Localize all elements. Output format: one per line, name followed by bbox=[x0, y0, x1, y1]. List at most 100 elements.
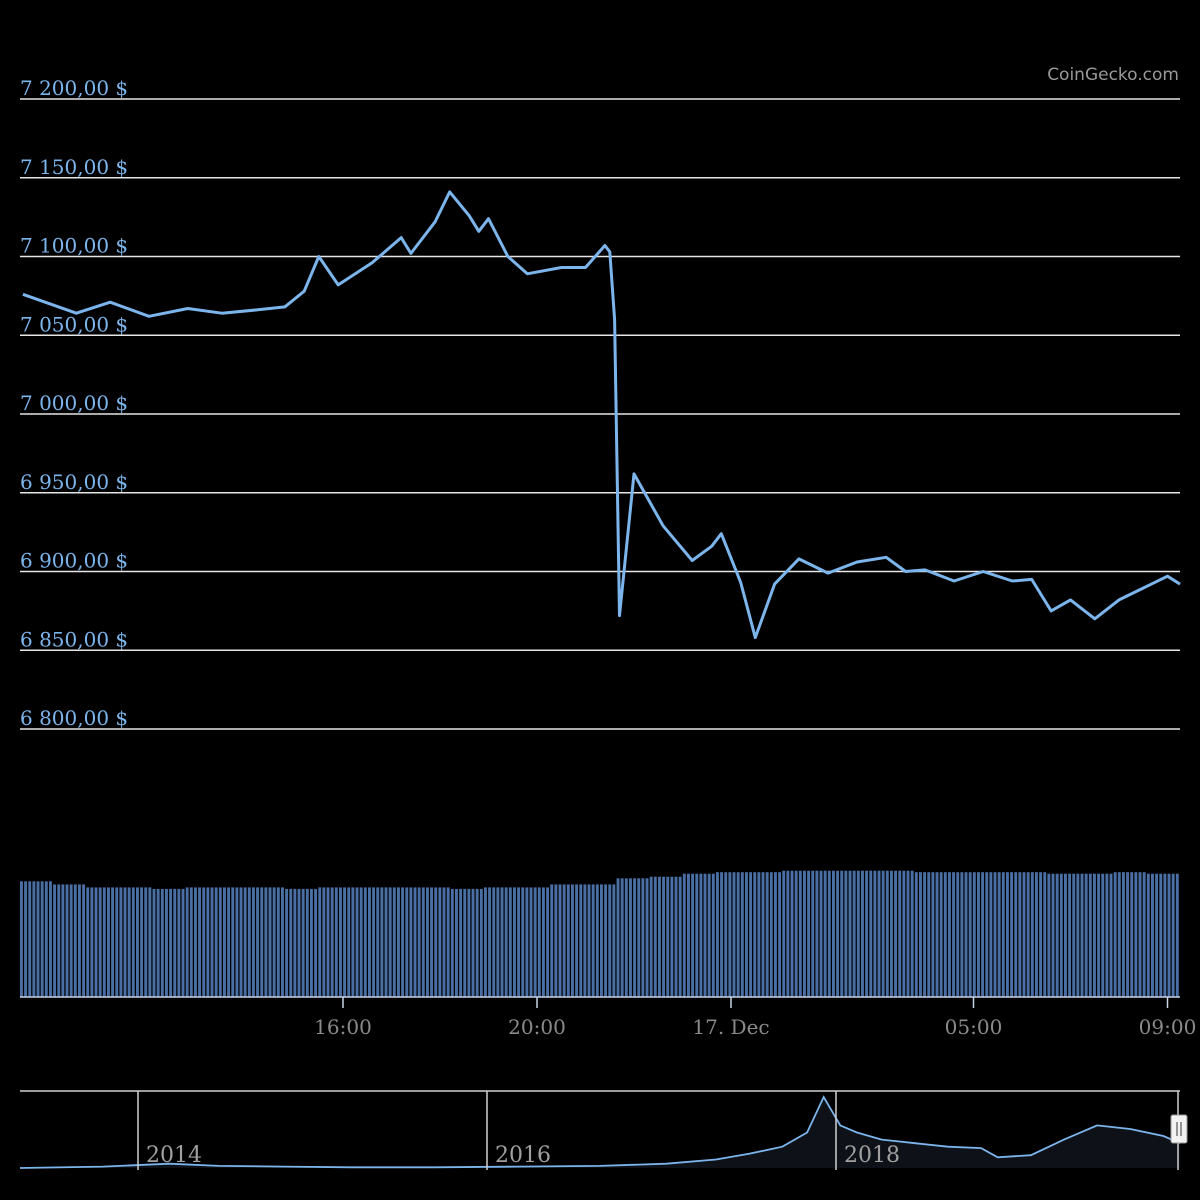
volume-bar bbox=[479, 888, 483, 997]
volume-bar bbox=[1151, 873, 1154, 997]
credits-link[interactable]: CoinGecko.com bbox=[1047, 65, 1179, 85]
volume-bar bbox=[397, 887, 400, 997]
volume-bar bbox=[1097, 873, 1101, 997]
volume-bar bbox=[844, 870, 848, 997]
volume-bar bbox=[1026, 872, 1030, 997]
volume-bar bbox=[740, 872, 744, 997]
volume-bar bbox=[798, 870, 802, 997]
volume-bar bbox=[1117, 872, 1121, 997]
volume-bar bbox=[1055, 873, 1059, 997]
volume-bar bbox=[438, 887, 442, 997]
x-tick-label: 05:00 bbox=[945, 1015, 1003, 1039]
volume-bar bbox=[724, 872, 728, 997]
volume-bar bbox=[1130, 872, 1134, 997]
volume-bar bbox=[392, 887, 396, 997]
volume-bar bbox=[326, 887, 330, 997]
navigator-handle[interactable] bbox=[1170, 1114, 1188, 1144]
volume-bar bbox=[281, 887, 284, 997]
volume-bar bbox=[885, 870, 889, 997]
volume-bar bbox=[716, 872, 719, 997]
volume-bar bbox=[144, 887, 148, 997]
volume-bar bbox=[1113, 872, 1117, 997]
volume-bar bbox=[413, 887, 417, 997]
volume-bar bbox=[463, 888, 467, 997]
volume-bar bbox=[877, 870, 881, 997]
volume-bar bbox=[297, 888, 301, 997]
volume-bar bbox=[98, 887, 102, 997]
volume-bar bbox=[682, 873, 686, 997]
volume-bar bbox=[343, 887, 347, 997]
volume-bar bbox=[1105, 873, 1109, 997]
volume-bar bbox=[223, 887, 226, 997]
volume-bar bbox=[368, 887, 371, 997]
volume-bar bbox=[1142, 872, 1146, 997]
volume-bar bbox=[165, 888, 168, 997]
volume-bar bbox=[1064, 873, 1067, 997]
volume-bar bbox=[322, 887, 326, 997]
navigator[interactable]: 2014 2016 2018 bbox=[19, 1090, 1188, 1171]
volume-bar bbox=[372, 887, 376, 997]
volume-bar bbox=[214, 887, 218, 997]
volume-bar bbox=[745, 872, 748, 997]
volume-bar bbox=[156, 888, 160, 997]
volume-bar bbox=[633, 878, 637, 997]
volume-bar bbox=[1035, 872, 1038, 997]
volume-bar bbox=[761, 872, 765, 997]
volume-bar bbox=[894, 870, 898, 997]
volume-bar bbox=[1059, 873, 1063, 997]
volume-bar bbox=[409, 887, 413, 997]
volume-bar bbox=[314, 888, 318, 997]
volume-bar bbox=[1010, 872, 1014, 997]
volume-bar bbox=[194, 887, 197, 997]
volume-bar bbox=[595, 884, 599, 997]
y-axis-labels: 7 200,00 $ 7 150,00 $ 7 100,00 $ 7 050,00 $… bbox=[20, 76, 128, 730]
volume-bar bbox=[1167, 873, 1171, 997]
volume-bar bbox=[591, 884, 595, 997]
y-tick-label: 7 150,00 $ bbox=[20, 155, 128, 179]
volume-bar bbox=[931, 872, 935, 997]
navigator-handle-grip[interactable] bbox=[1170, 1114, 1188, 1144]
volume-bar bbox=[434, 887, 438, 997]
volume-bar bbox=[707, 873, 711, 997]
volume-bar bbox=[823, 870, 827, 997]
volume-bar bbox=[500, 887, 504, 997]
volume-bar bbox=[1109, 873, 1113, 997]
volume-bar bbox=[533, 887, 537, 997]
volume-bar bbox=[881, 870, 885, 997]
volume-bar bbox=[363, 887, 367, 997]
volume-bar bbox=[972, 872, 976, 997]
volume-bar bbox=[629, 878, 632, 997]
volume-bar bbox=[339, 887, 342, 997]
volume-bar bbox=[119, 887, 123, 997]
volume-bar bbox=[173, 888, 177, 997]
volume-bar bbox=[778, 872, 782, 997]
volume-bar bbox=[658, 876, 661, 997]
volume-bar bbox=[1068, 873, 1072, 997]
volume-bar bbox=[1134, 872, 1138, 997]
volume-bar bbox=[1159, 873, 1163, 997]
volume-bar bbox=[508, 887, 512, 997]
volume-bar bbox=[566, 884, 570, 997]
volume-bar bbox=[960, 872, 964, 997]
volume-bar bbox=[450, 888, 454, 997]
volume-bar bbox=[819, 870, 823, 997]
volume-bar bbox=[115, 887, 119, 997]
volume-bar bbox=[558, 884, 562, 997]
navigator-year-ticks: 2014 2016 2018 bbox=[137, 1091, 1179, 1170]
volume-bar bbox=[579, 884, 583, 997]
volume-bar bbox=[388, 887, 392, 997]
volume-bar bbox=[537, 887, 541, 997]
volume-bar bbox=[720, 872, 724, 997]
volume-bar bbox=[496, 887, 500, 997]
volume-bar bbox=[131, 887, 135, 997]
volume-bar bbox=[78, 884, 81, 997]
volume-bar bbox=[923, 872, 927, 997]
volume-bar bbox=[318, 887, 322, 997]
volume-bar bbox=[583, 884, 587, 997]
volume-bar bbox=[102, 887, 106, 997]
volume-bar bbox=[914, 872, 918, 997]
volume-bar bbox=[513, 887, 516, 997]
volume-bar bbox=[890, 870, 893, 997]
volume-bar bbox=[1018, 872, 1022, 997]
